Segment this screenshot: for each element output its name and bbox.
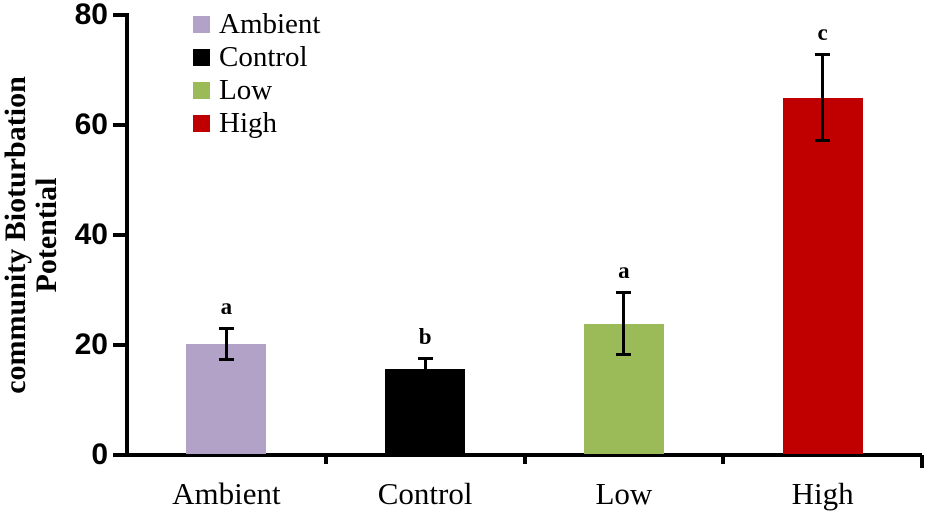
bar-high (782, 97, 863, 454)
y-tick-label: 0 (91, 438, 108, 471)
y-tick-mark (113, 13, 125, 17)
y-tick-mark (113, 123, 125, 127)
error-bar-bottom-cap (815, 138, 831, 142)
legend-item-control: Control (193, 41, 321, 74)
y-axis-line (125, 13, 129, 457)
legend-label: Ambient (219, 8, 321, 40)
significance-letter: a (618, 257, 630, 283)
error-bar-top-cap (218, 326, 234, 330)
legend-label: Low (219, 74, 273, 106)
legend-swatch-low (193, 82, 210, 99)
error-bar-stem (423, 358, 427, 380)
x-category-label: Control (377, 476, 473, 511)
error-bar-stem (821, 54, 825, 141)
legend-item-high: High (193, 107, 321, 140)
error-bar-bottom-cap (417, 377, 433, 381)
legend-item-ambient: Ambient (193, 8, 321, 41)
error-bar-stem (224, 327, 228, 360)
y-tick-mark (113, 453, 125, 457)
error-bar-bottom-cap (218, 357, 234, 361)
error-bar-stem (622, 291, 626, 356)
y-tick-label: 80 (74, 0, 108, 31)
legend: Ambient Control Low High (193, 8, 321, 140)
y-tick-mark (113, 233, 125, 237)
x-tick-mark (721, 455, 726, 464)
bar-control (385, 368, 466, 454)
error-bar-top-cap (417, 357, 433, 361)
x-tick-mark (522, 455, 527, 464)
y-tick-label: 40 (74, 218, 108, 251)
x-tick-mark (323, 455, 328, 464)
x-category-label: Low (595, 476, 653, 511)
y-axis-title-line1: community Bioturbation (0, 76, 32, 394)
y-tick-mark (113, 343, 125, 347)
significance-letter: b (418, 324, 432, 350)
significance-letter: c (817, 20, 828, 46)
error-bar-top-cap (616, 290, 632, 294)
legend-swatch-ambient (193, 16, 210, 33)
x-category-label: Ambient (172, 476, 281, 511)
y-tick-label: 20 (74, 328, 108, 361)
legend-item-low: Low (193, 74, 321, 107)
legend-label: Control (219, 41, 308, 73)
x-tick-mark (920, 455, 924, 468)
y-tick-label: 60 (74, 108, 108, 141)
error-bar-top-cap (815, 53, 831, 57)
legend-swatch-control (193, 49, 210, 66)
legend-swatch-high (193, 115, 210, 132)
x-category-label: High (791, 476, 854, 511)
significance-letter: a (220, 293, 233, 319)
error-bar-bottom-cap (616, 353, 632, 357)
legend-label: High (219, 107, 277, 139)
bar-ambient (186, 343, 267, 454)
